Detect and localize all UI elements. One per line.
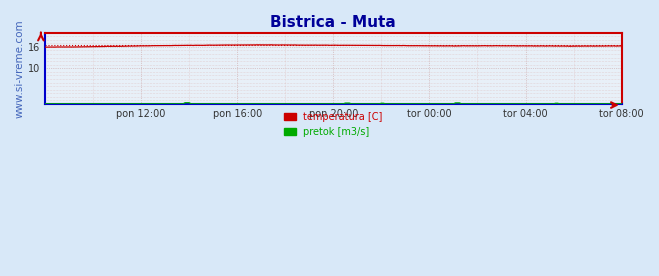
Legend: temperatura [C], pretok [m3/s]: temperatura [C], pretok [m3/s] xyxy=(280,108,387,140)
Title: Bistrica - Muta: Bistrica - Muta xyxy=(270,15,396,30)
Y-axis label: www.si-vreme.com: www.si-vreme.com xyxy=(15,19,25,118)
